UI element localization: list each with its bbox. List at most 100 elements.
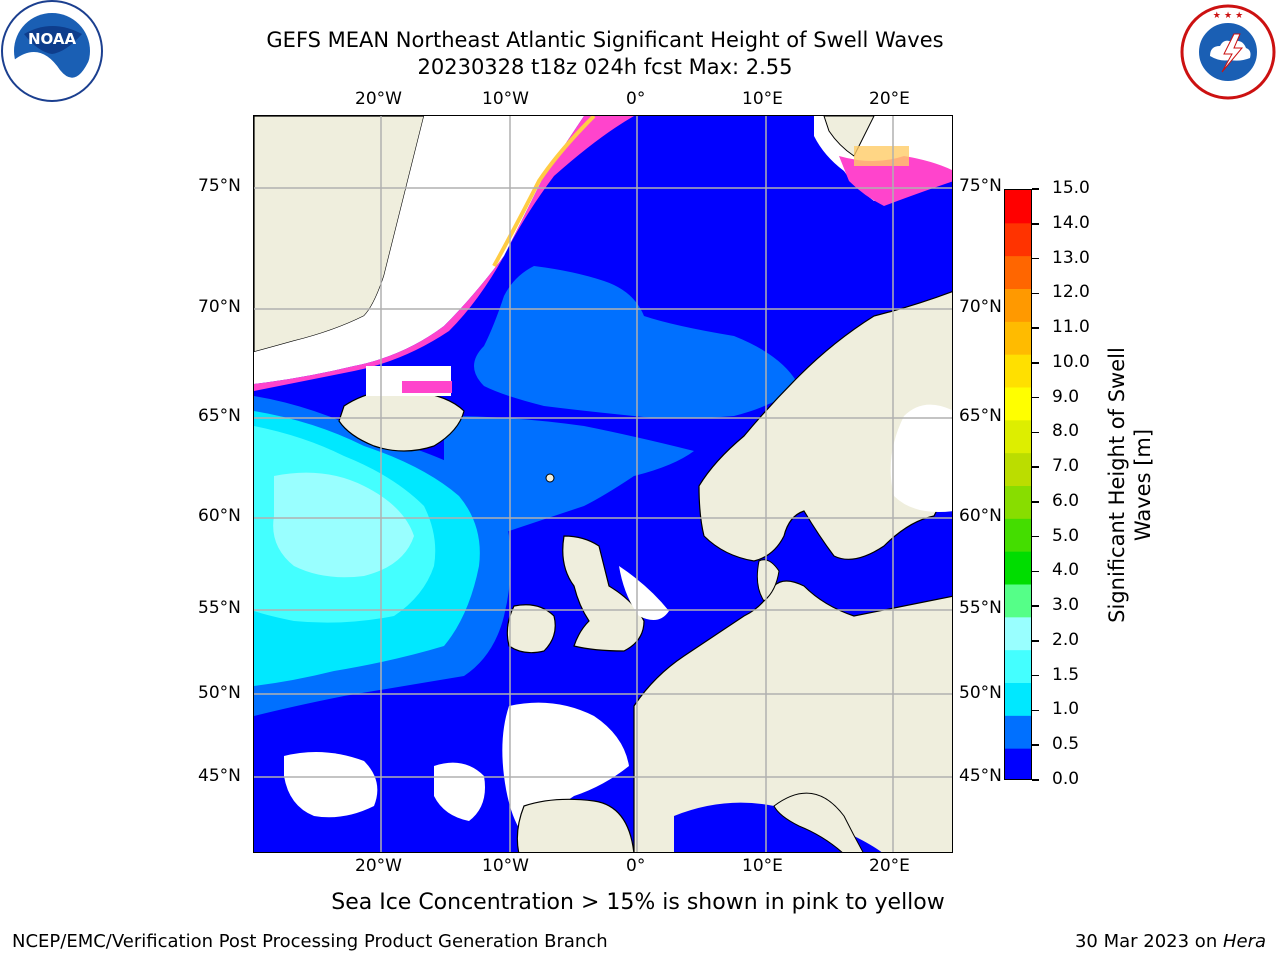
colorbar-tick-mark — [1032, 327, 1039, 329]
colorbar-tick-label: 1.0 — [1052, 699, 1080, 720]
footer-date: 30 Mar 2023 on — [1074, 931, 1223, 952]
colorbar-tick-label: 2.0 — [1052, 629, 1080, 650]
footer-branch: NCEP/EMC/Verification Post Processing Pr… — [12, 931, 608, 952]
colorbar-label: Significant Height of Swell Waves [m] — [1105, 347, 1155, 623]
iceland-sea-ice — [402, 381, 452, 393]
colorbar-tick-label: 9.0 — [1052, 386, 1080, 407]
scandinavia-land — [698, 291, 952, 562]
lat-label-left-65n: 65°N — [198, 406, 241, 426]
colorbar-segment — [1005, 190, 1031, 224]
lon-label-top-20e: 20°E — [869, 89, 910, 109]
lon-label-top-10w: 10°W — [482, 89, 529, 109]
lat-label-right-55n: 55°N — [959, 598, 1002, 618]
colorbar-tick-mark — [1032, 570, 1039, 573]
colorbar-tick-label: 6.0 — [1052, 490, 1080, 511]
lat-label-left-70n: 70°N — [198, 297, 241, 317]
chart-title: GEFS MEAN Northeast Atlantic Significant… — [266, 28, 944, 52]
colorbar-tick-label: 14.0 — [1052, 212, 1090, 233]
colorbar-segment — [1005, 682, 1031, 716]
colorbar-segment — [1005, 255, 1031, 289]
colorbar-segment — [1005, 715, 1031, 749]
colorbar-segment — [1005, 485, 1031, 519]
lat-label-left-75n: 75°N — [198, 176, 241, 196]
lat-label-right-50n: 50°N — [959, 683, 1002, 703]
barents-sea-ice-yellow — [854, 146, 909, 166]
greenland-ice-free-zone — [254, 116, 584, 384]
colorbar-tick-label: 10.0 — [1052, 351, 1090, 372]
footer-timestamp: 30 Mar 2023 on Hera — [1075, 931, 1266, 952]
colorbar-tick-label: 4.0 — [1052, 560, 1080, 581]
lon-label-top-0: 0° — [626, 89, 646, 109]
lon-label-bottom-20e: 20°E — [869, 856, 910, 876]
colorbar-tick-mark — [1032, 709, 1039, 712]
lat-label-left-55n: 55°N — [198, 598, 241, 618]
colorbar-tick-label: 11.0 — [1052, 317, 1090, 338]
colorbar-segment — [1005, 616, 1031, 651]
colorbar-segment — [1005, 288, 1031, 322]
ocean-max-swell — [273, 472, 414, 578]
lat-label-left-45n: 45°N — [198, 766, 241, 786]
colorbar-tick-label: 15.0 — [1052, 178, 1090, 198]
colorbar-segment — [1005, 551, 1031, 585]
lon-label-bottom-10w: 10°W — [482, 856, 529, 876]
colorbar-tick-mark — [1032, 605, 1039, 607]
iberia-land — [516, 798, 635, 852]
denmark-land — [756, 559, 780, 602]
sea-ice-edge-yellow — [492, 116, 596, 267]
lon-label-bottom-20w: 20°W — [355, 856, 402, 876]
colorbar-tick-mark — [1032, 779, 1039, 781]
colorbar — [1004, 189, 1032, 780]
colorbar-tick-mark — [1032, 362, 1039, 364]
colorbar-tick-mark — [1032, 292, 1039, 295]
colorbar-tick-label: 1.5 — [1052, 664, 1080, 685]
italy-land — [773, 792, 864, 852]
barents-sea-ice — [839, 156, 952, 206]
colorbar-tick-mark — [1032, 257, 1039, 260]
colorbar-tick-label: 0.0 — [1052, 769, 1080, 789]
ireland-land — [506, 604, 556, 654]
footer-host: Hera — [1222, 931, 1266, 952]
graticule — [254, 116, 952, 852]
lat-label-left-50n: 50°N — [198, 683, 241, 703]
colorbar-segment — [1005, 387, 1031, 421]
colorbar-tick-mark — [1032, 535, 1039, 538]
colorbar-segment — [1005, 222, 1031, 257]
colorbar-tick-mark — [1032, 223, 1039, 225]
colorbar-segment — [1005, 452, 1031, 486]
swell-wave-map — [253, 115, 953, 853]
lon-label-bottom-0: 0° — [626, 856, 646, 876]
colorbar-tick-label: 0.5 — [1052, 734, 1080, 755]
colorbar-segment — [1005, 584, 1031, 618]
colorbar-tick-mark — [1032, 501, 1039, 503]
colorbar-tick-label: 3.0 — [1052, 595, 1080, 616]
colorbar-tick-label: 7.0 — [1052, 456, 1080, 477]
atlantic-white-patch-1 — [284, 752, 378, 818]
colorbar-tick-mark — [1032, 188, 1039, 190]
colorbar-tick-mark — [1032, 431, 1039, 434]
colorbar-tick-mark — [1032, 674, 1039, 677]
noaa-logo-text: NOAA — [28, 30, 77, 48]
lon-label-top-10e: 10°E — [742, 89, 783, 109]
colorbar-segment — [1005, 321, 1031, 355]
colorbar-segment — [1005, 518, 1031, 552]
colorbar-tick-label: 13.0 — [1052, 247, 1090, 268]
colorbar-tick-mark — [1032, 744, 1039, 746]
colorbar-tick-mark — [1032, 466, 1039, 468]
lon-label-bottom-10e: 10°E — [742, 856, 783, 876]
colorbar-tick-mark — [1032, 640, 1039, 642]
lat-label-right-70n: 70°N — [959, 297, 1002, 317]
lat-label-right-45n: 45°N — [959, 766, 1002, 786]
colorbar-tick-label: 5.0 — [1052, 525, 1080, 546]
faroe-islands — [545, 473, 555, 483]
gulf-of-bothnia-white — [890, 404, 952, 512]
colorbar-tick-label: 8.0 — [1052, 421, 1080, 442]
colorbar-segment — [1005, 649, 1031, 683]
sea-ice-note: Sea Ice Concentration > 15% is shown in … — [331, 890, 945, 915]
colorbar-segment — [1005, 419, 1031, 454]
baltic-sea — [819, 526, 952, 621]
lon-label-top-20w: 20°W — [355, 89, 402, 109]
lat-label-right-60n: 60°N — [959, 506, 1002, 526]
colorbar-segment — [1005, 354, 1031, 388]
svg-text:★ ★ ★: ★ ★ ★ — [1213, 11, 1243, 21]
colorbar-tick-label: 12.0 — [1052, 282, 1090, 303]
